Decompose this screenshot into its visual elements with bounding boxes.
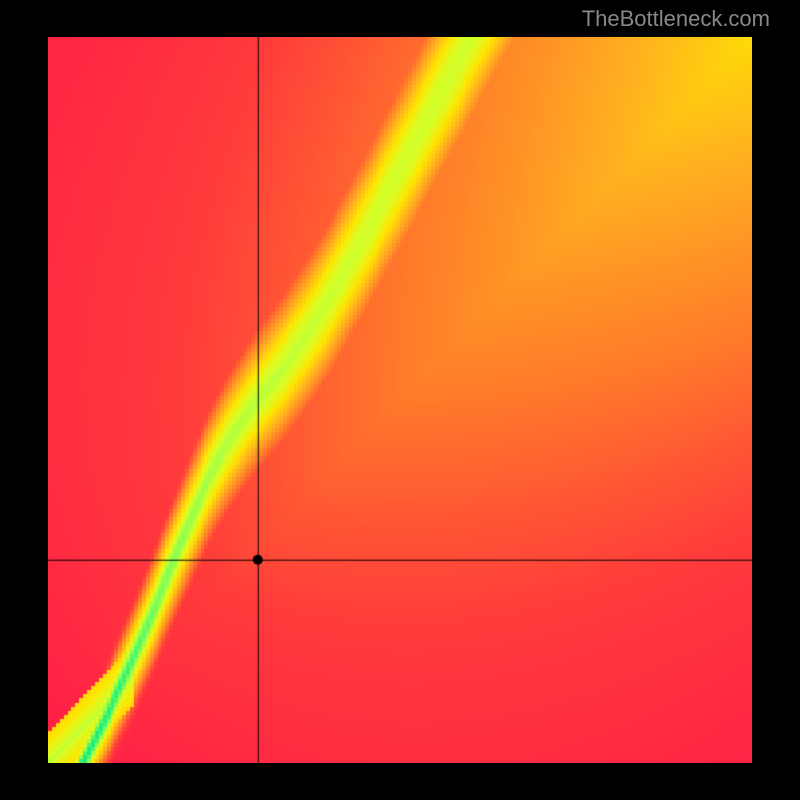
watermark-text: TheBottleneck.com <box>582 6 770 32</box>
crosshair-overlay <box>48 37 752 763</box>
chart-container: TheBottleneck.com <box>0 0 800 800</box>
